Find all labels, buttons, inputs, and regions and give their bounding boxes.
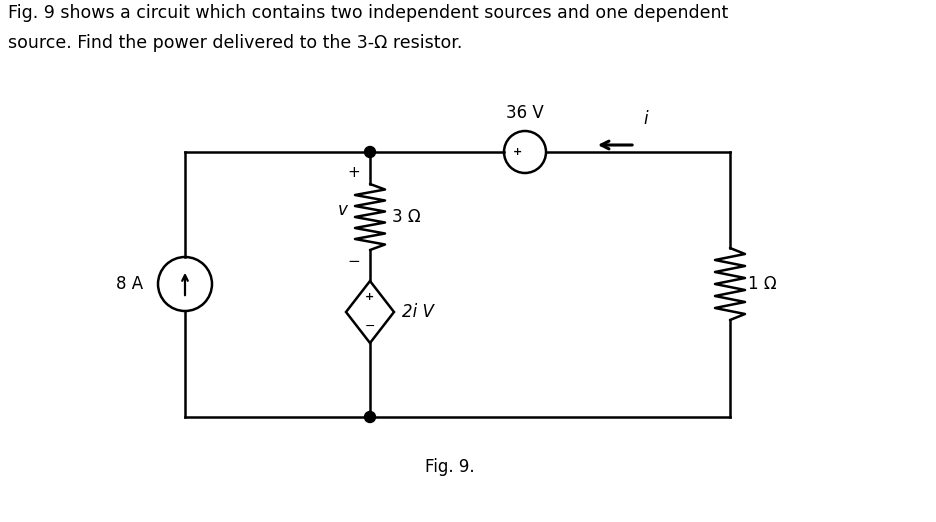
Text: 3 Ω: 3 Ω (391, 208, 420, 226)
Text: 8 A: 8 A (116, 275, 143, 293)
Text: 2i V: 2i V (402, 303, 433, 321)
Text: source. Find the power delivered to the 3-Ω resistor.: source. Find the power delivered to the … (8, 34, 461, 52)
Text: Fig. 9 shows a circuit which contains two independent sources and one dependent: Fig. 9 shows a circuit which contains tw… (8, 4, 727, 22)
Text: +: + (513, 147, 522, 157)
Text: v: v (338, 201, 347, 219)
Text: −: − (347, 254, 359, 269)
Text: +: + (347, 165, 359, 180)
Text: +: + (365, 292, 374, 302)
Text: 1 Ω: 1 Ω (747, 275, 776, 293)
Text: i: i (642, 110, 647, 128)
Text: −: − (364, 321, 374, 334)
Text: 36 V: 36 V (505, 104, 543, 122)
Circle shape (364, 411, 375, 422)
Circle shape (364, 147, 375, 158)
Text: Fig. 9.: Fig. 9. (425, 458, 475, 476)
